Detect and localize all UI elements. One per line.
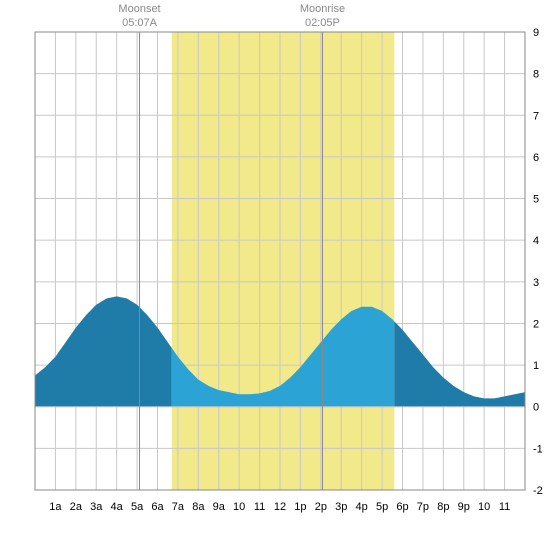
moonrise-title: Moonrise bbox=[292, 2, 352, 16]
svg-text:10: 10 bbox=[233, 501, 245, 513]
svg-text:1p: 1p bbox=[294, 501, 306, 513]
svg-text:1a: 1a bbox=[49, 501, 62, 513]
svg-text:10: 10 bbox=[478, 501, 490, 513]
svg-text:3: 3 bbox=[533, 277, 539, 289]
svg-text:2p: 2p bbox=[315, 501, 327, 513]
svg-text:3a: 3a bbox=[90, 501, 103, 513]
svg-text:9a: 9a bbox=[213, 501, 226, 513]
svg-text:9: 9 bbox=[533, 27, 539, 39]
svg-text:8: 8 bbox=[533, 69, 539, 81]
moonset-title: Moonset bbox=[110, 2, 170, 16]
svg-text:7p: 7p bbox=[417, 501, 429, 513]
svg-text:1: 1 bbox=[533, 360, 539, 372]
svg-text:11: 11 bbox=[499, 501, 510, 513]
svg-text:8p: 8p bbox=[437, 501, 449, 513]
moonset-time: 05:07A bbox=[110, 16, 170, 30]
svg-text:2: 2 bbox=[533, 318, 539, 330]
svg-text:7: 7 bbox=[533, 110, 539, 122]
svg-text:6p: 6p bbox=[396, 501, 408, 513]
svg-text:3p: 3p bbox=[335, 501, 347, 513]
svg-text:8a: 8a bbox=[192, 501, 205, 513]
svg-text:6a: 6a bbox=[151, 501, 164, 513]
svg-text:5: 5 bbox=[533, 194, 539, 206]
svg-text:0: 0 bbox=[533, 402, 539, 414]
tide-chart: -2-101234567891a2a3a4a5a6a7a8a9a1011121p… bbox=[0, 0, 550, 550]
svg-text:6: 6 bbox=[533, 152, 539, 164]
svg-text:-1: -1 bbox=[533, 443, 543, 455]
svg-text:4a: 4a bbox=[111, 501, 124, 513]
moonrise-time: 02:05P bbox=[292, 16, 352, 30]
chart-svg: -2-101234567891a2a3a4a5a6a7a8a9a1011121p… bbox=[0, 0, 550, 550]
svg-text:2a: 2a bbox=[70, 501, 83, 513]
svg-text:9p: 9p bbox=[458, 501, 470, 513]
moonrise-label: Moonrise 02:05P bbox=[292, 2, 352, 31]
svg-text:4p: 4p bbox=[356, 501, 368, 513]
svg-text:5p: 5p bbox=[376, 501, 388, 513]
svg-text:-2: -2 bbox=[533, 485, 543, 497]
moonset-label: Moonset 05:07A bbox=[110, 2, 170, 31]
svg-text:12: 12 bbox=[274, 501, 286, 513]
svg-text:7a: 7a bbox=[172, 501, 185, 513]
svg-text:4: 4 bbox=[533, 235, 539, 247]
svg-text:11: 11 bbox=[254, 501, 265, 513]
svg-text:5a: 5a bbox=[131, 501, 144, 513]
